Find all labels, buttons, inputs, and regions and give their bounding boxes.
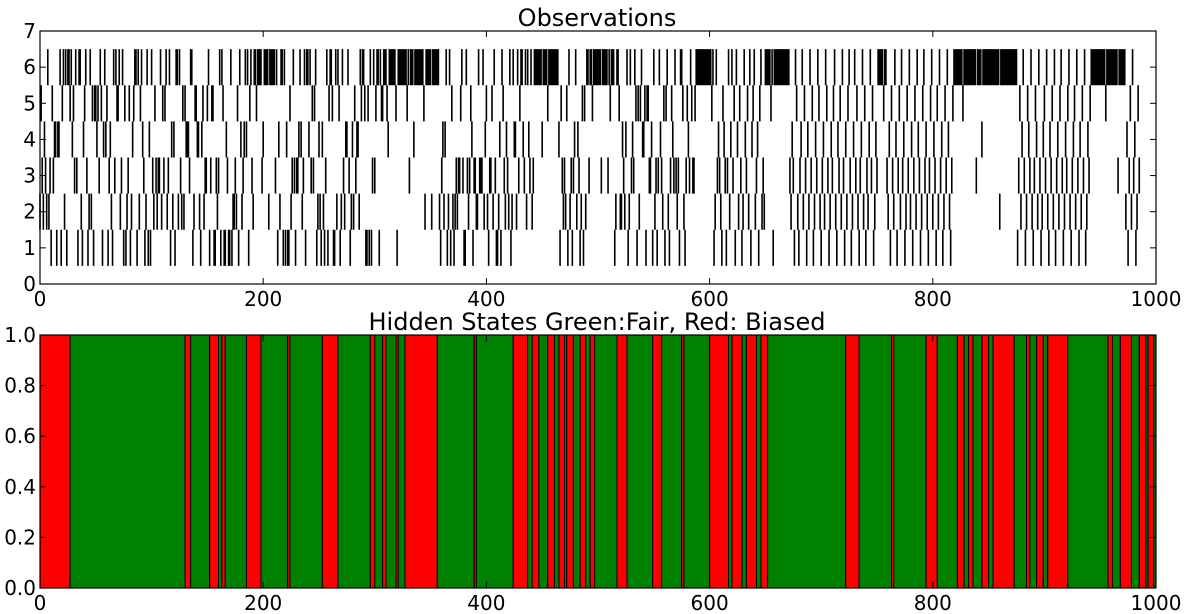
state-segment-fair — [290, 335, 322, 588]
state-segment-fair — [964, 335, 968, 588]
state-segment-fair — [627, 335, 653, 588]
state-segment-fair — [261, 335, 288, 588]
state-segment-biased — [548, 335, 555, 588]
state-segment-biased — [1139, 335, 1146, 588]
state-segment-fair — [1014, 335, 1026, 588]
state-segment-fair — [859, 335, 891, 588]
y-tick-label: 1 — [23, 236, 36, 260]
state-segment-biased — [761, 335, 768, 588]
state-segment-biased — [653, 335, 662, 588]
state-segment-fair — [894, 335, 926, 588]
y-tick-label: 0.2 — [4, 525, 36, 549]
state-segment-biased — [580, 335, 586, 588]
hidden-states-plot-area — [40, 335, 1156, 588]
x-tick-label: 200 — [244, 591, 282, 614]
state-segment-fair — [595, 335, 617, 588]
y-tick-label: 0 — [23, 272, 36, 296]
state-segment-biased — [1037, 335, 1044, 588]
hidden-states-title: Hidden States Green:Fair, Red: Biased — [369, 308, 826, 336]
x-tick-label: 1000 — [1131, 287, 1182, 311]
x-tick-label: 1000 — [1131, 591, 1182, 614]
x-tick-label: 800 — [914, 591, 952, 614]
state-segment-fair — [338, 335, 370, 588]
state-segment-biased — [210, 335, 219, 588]
state-segment-fair — [684, 335, 710, 588]
state-segment-fair — [528, 335, 532, 588]
x-tick-label: 600 — [691, 591, 729, 614]
state-segment-biased — [222, 335, 225, 588]
state-segment-fair — [768, 335, 846, 588]
y-tick-label: 0.4 — [4, 475, 36, 499]
state-segment-biased — [532, 335, 539, 588]
state-segment-biased — [40, 335, 70, 588]
y-tick-label: 2 — [23, 200, 36, 224]
state-segment-fair — [973, 335, 982, 588]
state-segment-biased — [969, 335, 973, 588]
state-segment-fair — [1043, 335, 1047, 588]
state-segment-biased — [846, 335, 859, 588]
state-segment-fair — [225, 335, 246, 588]
state-segment-biased — [567, 335, 574, 588]
state-segment-fair — [375, 335, 383, 588]
state-segment-fair — [219, 335, 222, 588]
y-tick-label: 6 — [23, 55, 36, 79]
state-segment-fair — [554, 335, 558, 588]
y-tick-label: 0.8 — [4, 374, 36, 398]
state-segment-biased — [617, 335, 627, 588]
state-segment-biased — [383, 335, 386, 588]
state-segment-biased — [732, 335, 742, 588]
state-segment-fair — [1068, 335, 1108, 588]
state-segment-biased — [1027, 335, 1030, 588]
state-segment-biased — [746, 335, 756, 588]
state-segment-fair — [437, 335, 474, 588]
state-segment-fair — [1112, 335, 1120, 588]
state-segment-fair — [476, 335, 513, 588]
state-segment-biased — [1120, 335, 1131, 588]
y-tick-label: 0.0 — [4, 576, 36, 600]
state-segment-fair — [573, 335, 580, 588]
state-segment-biased — [370, 335, 374, 588]
state-segment-biased — [926, 335, 937, 588]
state-segment-biased — [1108, 335, 1112, 588]
state-segment-biased — [993, 335, 1014, 588]
state-segment-biased — [982, 335, 989, 588]
state-segment-biased — [710, 335, 729, 588]
state-segment-biased — [405, 335, 437, 588]
x-tick-label: 400 — [467, 591, 505, 614]
state-segment-biased — [1048, 335, 1068, 588]
state-segment-biased — [185, 335, 191, 588]
state-segment-fair — [662, 335, 682, 588]
state-segment-biased — [246, 335, 261, 588]
y-tick-label: 7 — [23, 19, 36, 43]
state-segment-biased — [1148, 335, 1154, 588]
state-segment-fair — [70, 335, 185, 588]
state-segment-biased — [322, 335, 338, 588]
state-segment-biased — [590, 335, 594, 588]
hidden-states-panel: Hidden States Green:Fair, Red: Biased 0 2… — [4, 308, 1181, 614]
state-segment-fair — [756, 335, 760, 588]
state-segment-fair — [586, 335, 590, 588]
y-tick-label: 5 — [23, 91, 36, 115]
state-segment-fair — [742, 335, 746, 588]
y-tick-label: 4 — [23, 127, 36, 151]
state-segment-fair — [191, 335, 210, 588]
x-tick-label: 800 — [914, 287, 952, 311]
state-segment-fair — [1030, 335, 1037, 588]
state-segment-fair — [937, 335, 957, 588]
state-segment-fair — [398, 335, 405, 588]
state-segment-fair — [989, 335, 993, 588]
state-segment-fair — [1131, 335, 1139, 588]
state-segment-fair — [539, 335, 548, 588]
state-segment-fair — [729, 335, 732, 588]
y-tick-label: 1.0 — [4, 323, 36, 347]
state-segment-biased — [559, 335, 565, 588]
x-tick-label: 200 — [244, 287, 282, 311]
state-segment-fair — [386, 335, 396, 588]
y-tick-label: 3 — [23, 164, 36, 188]
observations-title: Observations — [518, 4, 677, 32]
state-segment-biased — [513, 335, 528, 588]
state-segment-biased — [957, 335, 964, 588]
y-tick-label: 0.6 — [4, 424, 36, 448]
